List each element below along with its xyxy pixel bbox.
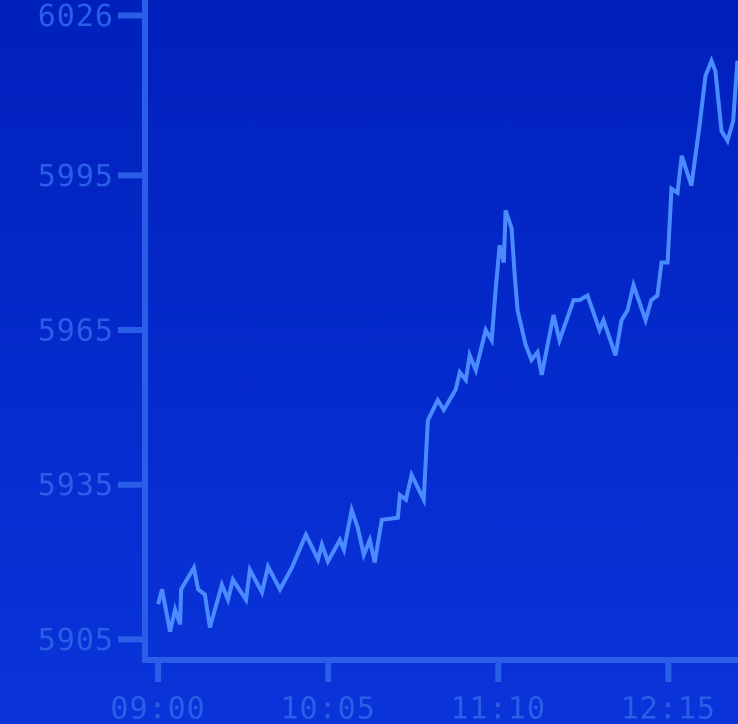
x-tick-label: 12:15 xyxy=(621,692,716,724)
x-tick-label: 10:05 xyxy=(281,692,376,724)
y-tick-label: 5905 xyxy=(38,623,114,658)
price-line xyxy=(156,55,738,633)
y-tick-label: 5995 xyxy=(38,159,114,194)
y-tick-label: 6026 xyxy=(38,0,114,34)
x-tick-label: 11:10 xyxy=(451,692,546,724)
x-tick-label: 09:00 xyxy=(110,692,205,724)
y-tick-label: 5965 xyxy=(38,314,114,349)
plot-area xyxy=(156,55,738,633)
y-tick-label: 5935 xyxy=(38,468,114,503)
